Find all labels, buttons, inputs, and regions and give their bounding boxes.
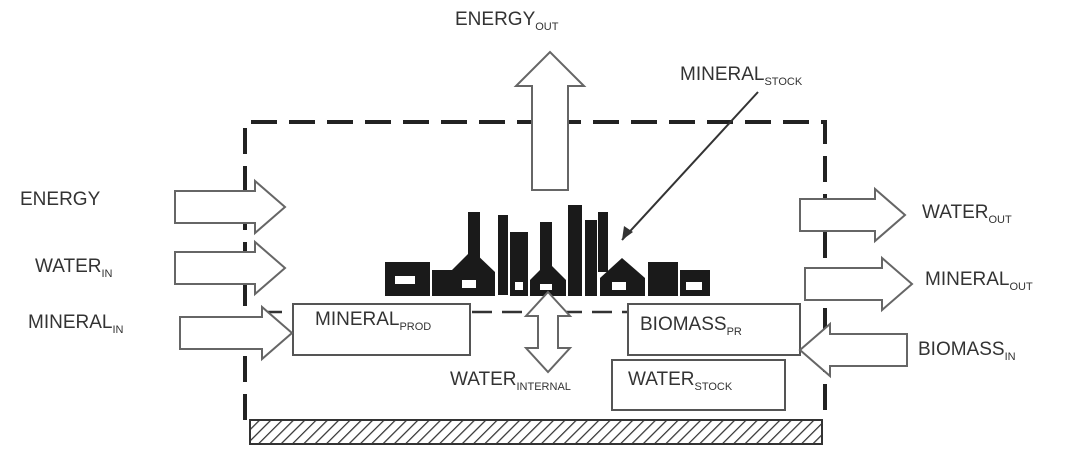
label: MINERALSTOCK — [680, 64, 803, 88]
diagram: ENERGYOUTMINERALSTOCKENERGYWATERINMINERA… — [0, 0, 1065, 457]
label-sub: IN — [1005, 351, 1016, 363]
flow-arrow — [800, 189, 905, 241]
label-sub: OUT — [535, 21, 559, 33]
label: ENERGY — [20, 189, 101, 210]
flow-arrow — [175, 242, 285, 294]
label: WATERIN — [35, 256, 113, 280]
pointer — [622, 92, 758, 240]
label-sub: STOCK — [764, 76, 802, 88]
label-sub: OUT — [1009, 281, 1033, 293]
label-main: WATER — [450, 369, 517, 390]
water-internal-arrow — [526, 292, 570, 372]
label-main: MINERAL — [925, 269, 1009, 290]
flow-arrow — [175, 181, 285, 233]
label: WATEROUT — [922, 202, 1012, 226]
city — [385, 205, 710, 296]
label-main: ENERGY — [455, 9, 536, 30]
flow-arrow — [805, 258, 912, 310]
flow-arrow — [800, 324, 907, 376]
label-sub: PR — [727, 326, 742, 338]
label-sub: IN — [102, 268, 113, 280]
label-sub: STOCK — [695, 381, 733, 393]
label: WATERINTERNAL — [450, 369, 571, 393]
label-sub: PROD — [399, 321, 431, 333]
label-main: ENERGY — [20, 189, 101, 210]
label-sub: IN — [112, 324, 123, 336]
label-main: BIOMASS — [640, 314, 727, 335]
label-main: MINERAL — [680, 64, 764, 85]
label: MINERALOUT — [925, 269, 1033, 293]
label-main: WATER — [922, 202, 989, 223]
label: ENERGYOUT — [455, 9, 559, 33]
flow-arrow — [180, 307, 292, 359]
label-main: WATER — [628, 369, 695, 390]
label-main: WATER — [35, 256, 102, 277]
pointer-head — [622, 226, 633, 240]
ground — [250, 420, 822, 444]
label-main: MINERAL — [28, 312, 112, 333]
label-sub: OUT — [989, 214, 1013, 226]
label-main: MINERAL — [315, 309, 399, 330]
label: BIOMASSIN — [918, 339, 1016, 363]
label-main: BIOMASS — [918, 339, 1005, 360]
label: MINERALIN — [28, 312, 124, 336]
label-sub: INTERNAL — [517, 381, 571, 393]
